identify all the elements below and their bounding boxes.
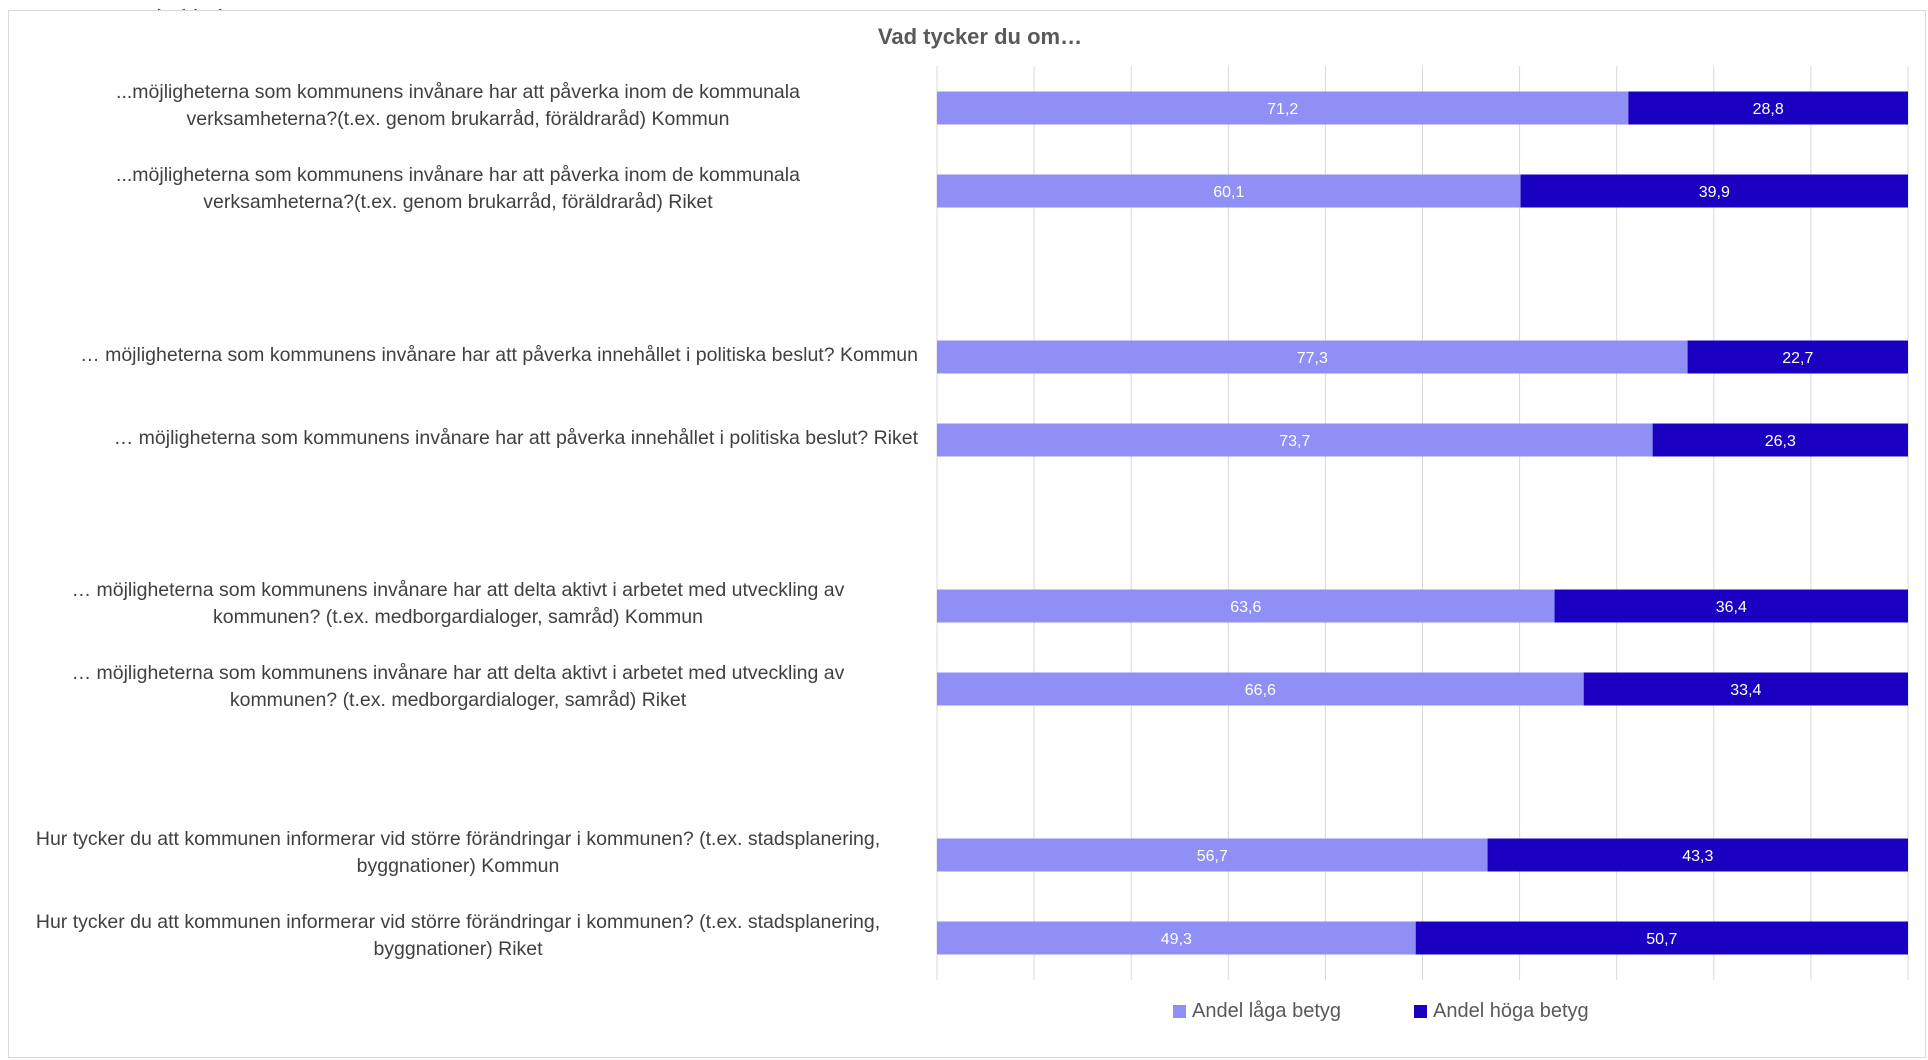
data-label: 49,3 [1161, 931, 1192, 948]
data-label: 22,7 [1782, 350, 1813, 367]
bar-segment [937, 672, 1584, 706]
category-label-line: ...möjligheterna som kommunens invånare … [116, 81, 800, 103]
bar-segment [937, 589, 1555, 623]
category-label-line: byggnationer) Riket [373, 938, 543, 960]
legend-item: Andel låga betyg [1173, 1000, 1341, 1023]
data-label: 63,6 [1230, 599, 1261, 616]
bar-segment [1583, 672, 1908, 706]
legend-swatch [1173, 1005, 1186, 1018]
category-label-line: … möjligheterna som kommunens invånare h… [71, 662, 845, 684]
bar-segment [1628, 91, 1908, 125]
data-label: 39,9 [1699, 184, 1730, 201]
bar-segment [1687, 340, 1908, 374]
bar-segment [937, 174, 1521, 208]
chart-title: Vad tycker du om… [877, 24, 1083, 49]
data-label: 71,2 [1267, 101, 1298, 118]
data-label: 43,3 [1682, 848, 1713, 865]
data-label: 28,8 [1753, 101, 1784, 118]
data-label: 66,6 [1245, 682, 1276, 699]
clipped-header-fragment: ‿ ‿ ⁀ [0, 0, 900, 10]
category-label-line: byggnationer) Kommun [356, 855, 560, 877]
data-label: 73,7 [1279, 433, 1310, 450]
legend-label: Andel låga betyg [1192, 1000, 1342, 1022]
data-label: 36,4 [1716, 599, 1747, 616]
bar-segment [1487, 838, 1908, 872]
category-label: Hur tycker du att kommunen informerar vi… [0, 909, 918, 963]
data-label: 33,4 [1730, 682, 1761, 699]
data-label: 77,3 [1297, 350, 1328, 367]
bar-segment [937, 423, 1653, 457]
category-label-line: Hur tycker du att kommunen informerar vi… [35, 828, 881, 850]
bar-segment [1520, 174, 1908, 208]
category-label-line: … möjligheterna som kommunens invånare h… [71, 579, 845, 601]
category-label: ...möjligheterna som kommunens invånare … [0, 79, 918, 133]
legend-item: Andel höga betyg [1414, 1000, 1589, 1023]
category-label: … möjligheterna som kommunens invånare h… [0, 342, 918, 369]
bar-segment [1554, 589, 1908, 623]
legend-swatch [1414, 1005, 1427, 1018]
category-label: Hur tycker du att kommunen informerar vi… [0, 826, 918, 880]
category-label-line: verksamheterna?(t.ex. genom brukarråd, f… [203, 191, 713, 213]
category-label: ...möjligheterna som kommunens invånare … [0, 162, 918, 216]
category-label-line: kommunen? (t.ex. medborgardialoger, samr… [213, 606, 703, 628]
legend-label: Andel höga betyg [1433, 1000, 1589, 1022]
data-label: 60,1 [1213, 184, 1244, 201]
category-label: … möjligheterna som kommunens invånare h… [0, 425, 918, 452]
bar-segment [937, 838, 1488, 872]
bar-segment [937, 340, 1688, 374]
category-label-line: … möjligheterna som kommunens invånare h… [113, 426, 918, 449]
data-label: 50,7 [1646, 931, 1677, 948]
category-label-line: kommunen? (t.ex. medborgardialoger, samr… [229, 689, 687, 711]
bar-segment [1652, 423, 1908, 457]
bar-segment [937, 91, 1629, 125]
category-label-line: … möjligheterna som kommunens invånare h… [80, 343, 918, 366]
category-label-line: Hur tycker du att kommunen informerar vi… [35, 911, 881, 933]
data-label: 56,7 [1197, 848, 1228, 865]
bar-segment [937, 921, 1416, 955]
data-label: 26,3 [1765, 433, 1796, 450]
category-label: … möjligheterna som kommunens invånare h… [0, 660, 918, 714]
category-label-line: verksamheterna?(t.ex. genom brukarråd, f… [186, 108, 730, 130]
bar-segment [1415, 921, 1908, 955]
category-label-line: ...möjligheterna som kommunens invånare … [116, 164, 800, 186]
category-label: … möjligheterna som kommunens invånare h… [0, 577, 918, 631]
